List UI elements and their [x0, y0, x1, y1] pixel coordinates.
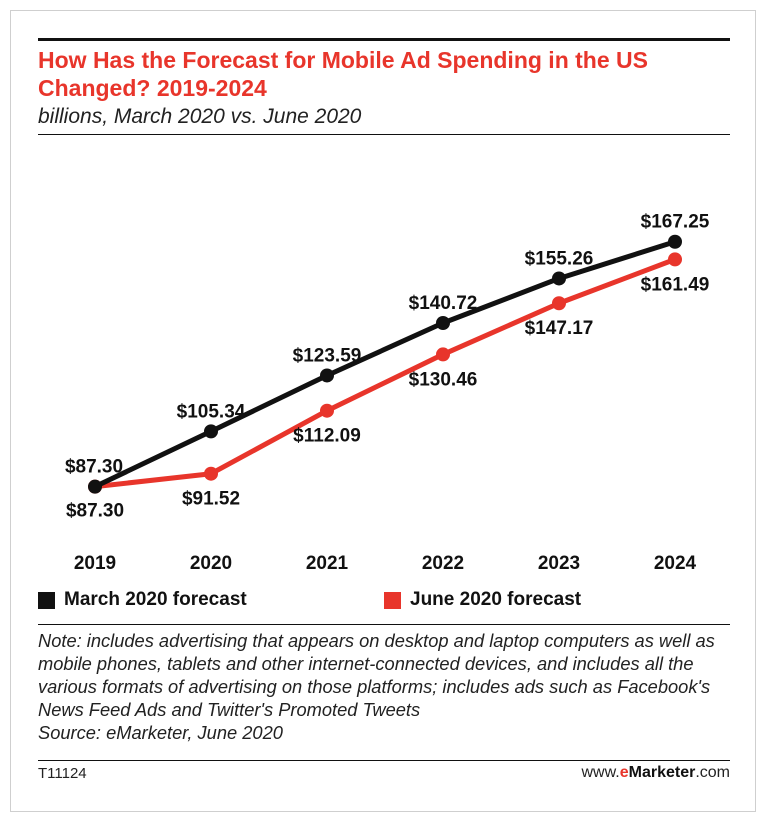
x-tick-label: 2020: [190, 553, 232, 574]
data-label-june: $130.46: [409, 369, 478, 390]
chart-title: How Has the Forecast for Mobile Ad Spend…: [38, 47, 648, 101]
x-tick-label: 2024: [654, 553, 697, 574]
data-label-june: $91.52: [182, 489, 240, 510]
data-label-march: $105.34: [177, 401, 246, 422]
brand-prefix: www.: [581, 764, 620, 781]
data-point-march: [668, 234, 682, 249]
data-point-march: [436, 316, 450, 331]
data-point-june: [668, 252, 682, 267]
bottom-rule: [38, 760, 730, 761]
line-chart: 2019 2020 2021 2022 2023 2024 $87.30 $105.34 $12…: [65, 212, 710, 574]
header-rule: [38, 134, 730, 135]
data-point-june: [204, 466, 218, 481]
note-rule: [38, 624, 730, 625]
legend-item-june: June 2020 forecast: [384, 589, 581, 611]
data-label-june: $87.30: [66, 501, 124, 522]
legend-label-june: June 2020 forecast: [410, 589, 582, 610]
x-tick-label: 2023: [538, 553, 580, 574]
x-tick-label: 2021: [306, 553, 349, 574]
legend-swatch-june: [384, 591, 401, 609]
data-label-june: $147.17: [525, 318, 594, 339]
note-text: Note: includes advertising that appears …: [38, 630, 715, 720]
legend-item-march: March 2020 forecast: [38, 589, 247, 611]
data-label-june: $161.49: [641, 274, 710, 295]
legend-swatch-march: [38, 591, 55, 609]
x-tick-label: 2019: [74, 553, 116, 574]
series-line-june: [92, 256, 678, 490]
data-point-june: [320, 403, 334, 418]
chart-frame: [10, 10, 756, 812]
legend-label-march: March 2020 forecast: [64, 589, 247, 610]
chart-subtitle: billions, March 2020 vs. June 2020: [38, 105, 362, 128]
top-rule: [38, 38, 730, 41]
source-text: Source: eMarketer, June 2020: [38, 722, 283, 743]
data-point-march: [204, 424, 218, 439]
chart-legend: March 2020 forecast June 2020 forecast: [38, 589, 730, 613]
data-label-march: $167.25: [641, 212, 710, 233]
emarketer-logo: www.eMarketer.com: [581, 764, 730, 782]
brand-e: e: [619, 764, 629, 781]
data-point-march: [320, 368, 334, 383]
data-point-june: [552, 296, 566, 311]
brand-name: Marketer: [628, 764, 696, 781]
data-label-june: $112.09: [293, 426, 361, 447]
data-label-march: $155.26: [525, 248, 594, 269]
series-line-march: [92, 239, 678, 490]
data-label-march: $140.72: [409, 293, 478, 314]
x-tick-label: 2022: [422, 553, 464, 574]
data-label-march: $123.59: [293, 345, 362, 366]
chart-note: Note: includes advertising that appears …: [38, 629, 738, 744]
chart-code: T11124: [38, 765, 87, 782]
data-label-march: $87.30: [65, 457, 123, 478]
data-point-march: [88, 479, 102, 494]
data-point-march: [552, 271, 566, 286]
data-point-june: [436, 347, 450, 362]
brand-suffix: .com: [695, 764, 730, 781]
